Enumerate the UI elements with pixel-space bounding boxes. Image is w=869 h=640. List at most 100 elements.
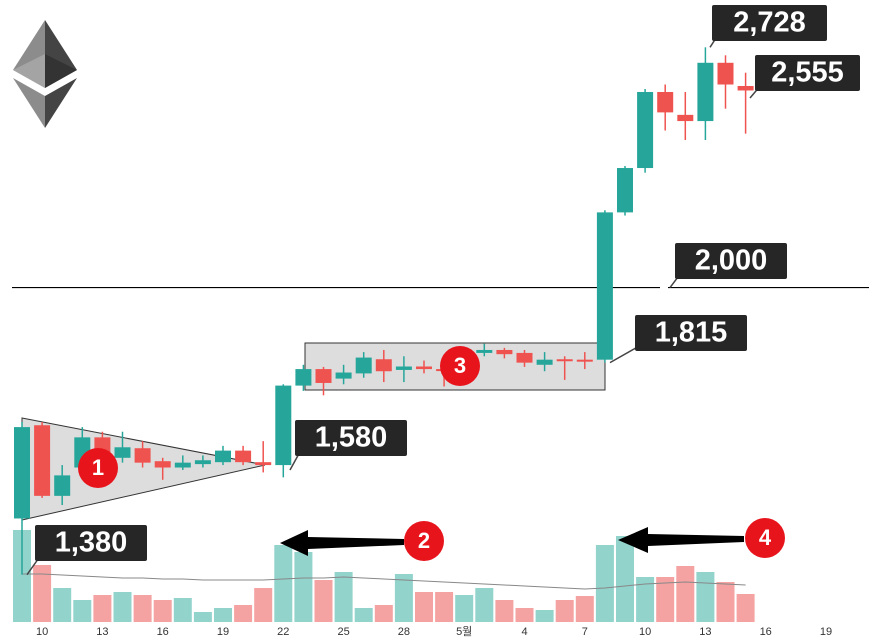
volume-bar bbox=[595, 545, 614, 622]
candle-body bbox=[54, 475, 71, 496]
candle-body bbox=[14, 427, 30, 519]
step-marker-label: 2 bbox=[418, 528, 430, 553]
candle-body bbox=[295, 369, 312, 386]
x-tick-label: 28 bbox=[398, 626, 410, 638]
volume-bar bbox=[616, 536, 634, 622]
candle-body bbox=[134, 448, 151, 463]
volume-bar bbox=[716, 582, 735, 622]
candle-body bbox=[335, 372, 352, 379]
volume-bar bbox=[636, 577, 655, 622]
step-marker-label: 3 bbox=[454, 353, 466, 378]
callout-label: 1,380 bbox=[55, 527, 128, 559]
step-marker bbox=[745, 518, 785, 558]
candle-body bbox=[596, 212, 613, 360]
candle-body bbox=[315, 369, 332, 383]
x-tick-label: 4 bbox=[521, 626, 527, 638]
callout-label: 1,815 bbox=[655, 317, 728, 349]
volume-bar bbox=[656, 577, 675, 622]
callout-label: 2,555 bbox=[771, 57, 844, 89]
volume-bar bbox=[33, 565, 52, 622]
x-tick-label: 5월 bbox=[456, 625, 472, 638]
candle-body bbox=[536, 359, 553, 365]
callout-box bbox=[635, 315, 747, 351]
arrow bbox=[618, 527, 744, 553]
step-marker bbox=[78, 448, 118, 488]
volume-ma-line bbox=[22, 573, 746, 590]
volume-bar bbox=[153, 600, 172, 622]
volume-bar bbox=[73, 600, 92, 622]
volume-bar bbox=[455, 595, 474, 622]
candle-body bbox=[737, 85, 754, 91]
volume-bar bbox=[113, 592, 132, 622]
candle-body bbox=[395, 366, 412, 370]
candle-body bbox=[275, 385, 292, 466]
step-marker bbox=[440, 346, 480, 386]
candle-body bbox=[34, 425, 51, 496]
callout-label: 2,728 bbox=[733, 7, 806, 39]
volume-bar bbox=[314, 580, 333, 622]
volume-bar bbox=[676, 566, 695, 622]
step-marker bbox=[404, 521, 444, 561]
volume-bar bbox=[274, 545, 293, 622]
x-tick-label: 13 bbox=[699, 626, 711, 638]
candle-body bbox=[416, 366, 432, 370]
candle-body bbox=[556, 359, 573, 362]
volume-bar bbox=[173, 598, 192, 622]
volume-bar bbox=[415, 592, 433, 622]
volume-bar bbox=[736, 594, 755, 622]
volume-bar bbox=[535, 610, 554, 622]
x-tick-label: 16 bbox=[760, 626, 772, 638]
candle-body bbox=[174, 462, 191, 468]
volume-bar bbox=[435, 592, 454, 622]
candle-body bbox=[114, 447, 131, 458]
volume-bar bbox=[254, 588, 273, 622]
callout-box bbox=[295, 420, 407, 456]
callout-box bbox=[675, 243, 787, 279]
candle-body bbox=[154, 461, 171, 468]
step-marker-label: 4 bbox=[759, 525, 772, 550]
candle-body bbox=[496, 349, 513, 355]
x-tick-label: 10 bbox=[639, 626, 651, 638]
callout-box bbox=[755, 55, 860, 91]
candle-body bbox=[375, 359, 392, 372]
step-marker-label: 1 bbox=[92, 455, 104, 480]
callout-box bbox=[712, 5, 827, 41]
callout-label: 2,000 bbox=[695, 245, 768, 277]
x-tick-label: 13 bbox=[96, 626, 108, 638]
volume-bar bbox=[93, 595, 112, 622]
x-tick-label: 19 bbox=[217, 626, 229, 638]
volume-bar bbox=[354, 608, 373, 622]
volume-bar bbox=[294, 552, 313, 622]
volume-bar bbox=[394, 574, 413, 622]
triangle-pattern bbox=[21, 417, 266, 521]
eth-logo bbox=[13, 20, 77, 128]
volume-bar bbox=[495, 600, 514, 622]
volume-bar bbox=[214, 608, 232, 622]
candle-body bbox=[355, 357, 372, 374]
volume-bar bbox=[515, 608, 534, 622]
x-tick-label: 19 bbox=[820, 626, 832, 638]
candle-body bbox=[194, 460, 211, 465]
volume-bar bbox=[575, 596, 594, 622]
candle-body bbox=[697, 62, 714, 122]
callout-label: 1,580 bbox=[315, 422, 388, 454]
volume-bar bbox=[133, 595, 152, 622]
candle-body bbox=[657, 91, 674, 113]
x-tick-label: 10 bbox=[36, 626, 48, 638]
volume-bar bbox=[475, 588, 494, 622]
x-tick-label: 7 bbox=[582, 626, 588, 638]
volume-bar bbox=[334, 572, 353, 622]
candle-body bbox=[677, 114, 694, 122]
arrow bbox=[280, 530, 404, 556]
volume-bar bbox=[53, 588, 72, 622]
volume-bar bbox=[555, 600, 574, 622]
volume-bar bbox=[193, 612, 212, 622]
candle-body bbox=[637, 91, 654, 169]
x-tick-label: 16 bbox=[157, 626, 169, 638]
candle-body bbox=[576, 359, 593, 362]
candle-body bbox=[255, 462, 272, 466]
x-tick-label: 22 bbox=[277, 626, 289, 638]
candle-body bbox=[215, 450, 231, 463]
volume-bar bbox=[374, 605, 393, 622]
